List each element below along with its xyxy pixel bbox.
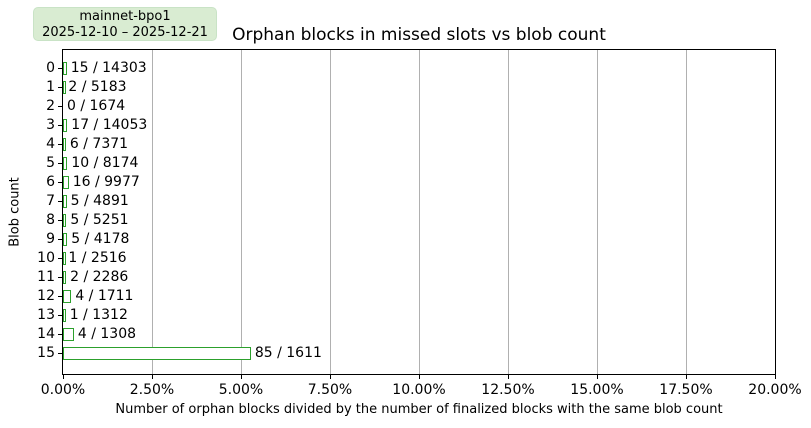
y-tick-label: 4: [46, 136, 55, 152]
x-tick: [508, 375, 509, 379]
x-tick: [63, 375, 64, 379]
bar-value-label: 10 / 8174: [71, 155, 139, 171]
x-tick: [597, 375, 598, 379]
bar-value-label: 0 / 1674: [67, 98, 126, 114]
bar: [63, 327, 74, 341]
bar: [63, 251, 66, 265]
y-tick-label: 6: [46, 174, 55, 190]
x-tick-label: 0.00%: [40, 382, 86, 398]
x-tick: [152, 375, 153, 379]
bar-value-label: 2 / 2286: [70, 269, 129, 285]
gridline: [418, 50, 420, 374]
y-tick-label: 13: [37, 307, 55, 323]
x-tick-label: 5.00%: [218, 382, 264, 398]
bar: [63, 213, 67, 227]
bar: [63, 308, 66, 322]
bar-value-label: 4 / 1308: [77, 326, 137, 342]
y-tick-label: 11: [37, 269, 55, 285]
bar-value-label: 1 / 2516: [68, 250, 127, 266]
legend-line-1: mainnet-bpo1: [79, 9, 171, 24]
gridline: [240, 50, 242, 374]
y-tick: [58, 124, 62, 126]
bar: [63, 175, 69, 189]
bar: [63, 346, 251, 360]
x-tick: [686, 375, 687, 379]
y-tick-label: 1: [46, 79, 55, 95]
bar: [63, 61, 67, 75]
y-tick: [58, 276, 62, 278]
bar: [63, 118, 68, 132]
x-tick: [419, 375, 420, 379]
x-tick: [241, 375, 242, 379]
bar-value-label: 6 / 7371: [69, 136, 129, 152]
bar: [63, 156, 68, 170]
bar-value-label: 17 / 14053: [71, 117, 148, 133]
bar-value-label: 1 / 1312: [69, 307, 128, 323]
x-tick-label: 12.50%: [481, 382, 535, 398]
y-tick-label: 8: [46, 212, 55, 228]
gridline: [596, 50, 598, 374]
y-tick: [58, 67, 62, 69]
bar: [63, 270, 67, 284]
y-tick-label: 3: [46, 117, 55, 133]
y-tick: [58, 295, 62, 297]
bar: [63, 194, 67, 208]
y-tick-label: 12: [37, 288, 55, 304]
y-tick: [58, 105, 62, 107]
y-tick: [58, 238, 62, 240]
legend-badge: mainnet-bpo1 2025-12-10 – 2025-12-21: [33, 7, 217, 41]
x-tick: [775, 375, 776, 379]
y-tick-label: 15: [37, 345, 55, 361]
y-axis-label: Blob count: [7, 177, 23, 247]
y-tick: [58, 181, 62, 183]
x-tick-label: 7.50%: [307, 382, 353, 398]
x-tick-label: 17.50%: [659, 382, 713, 398]
y-tick-label: 10: [37, 250, 55, 266]
gridline: [685, 50, 687, 374]
gridline: [329, 50, 331, 374]
y-tick-label: 9: [46, 231, 55, 247]
y-tick: [58, 352, 62, 354]
y-tick: [58, 86, 62, 88]
x-tick-label: 20.00%: [748, 382, 802, 398]
legend-line-2: 2025-12-10 – 2025-12-21: [42, 25, 208, 40]
y-tick: [58, 200, 62, 202]
x-tick-label: 15.00%: [570, 382, 624, 398]
bar-value-label: 15 / 14303: [70, 60, 147, 76]
y-tick: [58, 333, 62, 335]
y-tick: [58, 219, 62, 221]
bar-value-label: 85 / 1611: [254, 345, 322, 361]
bar-value-label: 5 / 4178: [71, 231, 130, 247]
y-tick-label: 5: [46, 155, 55, 171]
x-tick-label: 2.50%: [129, 382, 175, 398]
y-tick-label: 14: [37, 326, 55, 342]
y-tick-label: 2: [46, 98, 55, 114]
y-tick: [58, 162, 62, 164]
gridline: [507, 50, 509, 374]
y-tick: [58, 257, 62, 259]
x-tick-label: 10.00%: [392, 382, 446, 398]
bar-value-label: 2 / 5183: [68, 79, 127, 95]
gridline: [151, 50, 153, 374]
chart-title: Orphan blocks in missed slots vs blob co…: [232, 25, 606, 45]
bar-value-label: 4 / 1711: [75, 288, 134, 304]
y-tick: [58, 314, 62, 316]
y-tick-label: 0: [46, 60, 55, 76]
bar: [63, 232, 68, 246]
bar-value-label: 16 / 9977: [72, 174, 140, 190]
y-tick: [58, 143, 62, 145]
x-tick: [330, 375, 331, 379]
y-tick-label: 7: [46, 193, 55, 209]
bar-value-label: 5 / 4891: [70, 193, 129, 209]
x-axis-label: Number of orphan blocks divided by the n…: [115, 402, 723, 417]
bar: [63, 137, 66, 151]
bar: [63, 289, 72, 303]
bar: [63, 80, 66, 94]
bar-value-label: 5 / 5251: [70, 212, 129, 228]
